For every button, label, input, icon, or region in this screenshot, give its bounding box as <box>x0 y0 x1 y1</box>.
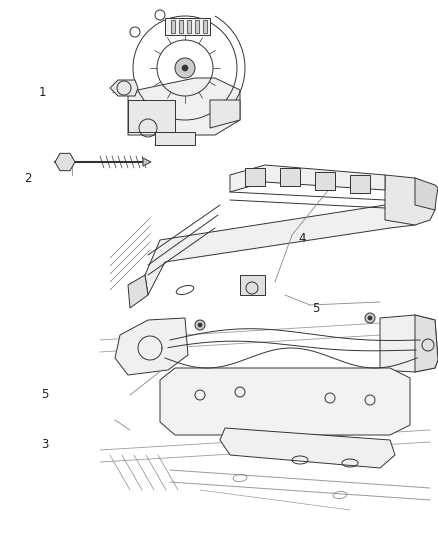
Polygon shape <box>128 78 240 135</box>
Polygon shape <box>220 428 395 468</box>
Circle shape <box>175 58 195 78</box>
Polygon shape <box>128 275 148 308</box>
Polygon shape <box>187 20 191 33</box>
Polygon shape <box>280 168 300 186</box>
Polygon shape <box>315 172 335 190</box>
Text: 3: 3 <box>41 439 49 451</box>
Polygon shape <box>143 158 151 166</box>
Polygon shape <box>350 175 370 193</box>
Polygon shape <box>165 18 210 35</box>
Polygon shape <box>245 168 265 186</box>
Polygon shape <box>415 178 438 210</box>
Polygon shape <box>115 318 188 375</box>
Circle shape <box>365 313 375 323</box>
Polygon shape <box>240 275 265 295</box>
Polygon shape <box>195 20 199 33</box>
Circle shape <box>195 320 205 330</box>
Polygon shape <box>128 100 175 132</box>
Polygon shape <box>55 154 75 171</box>
Text: 4: 4 <box>298 231 305 245</box>
Circle shape <box>368 316 372 320</box>
Polygon shape <box>179 20 183 33</box>
Text: 5: 5 <box>41 389 49 401</box>
Polygon shape <box>171 20 175 33</box>
Text: 2: 2 <box>24 172 32 184</box>
Polygon shape <box>203 20 207 33</box>
Polygon shape <box>385 175 435 225</box>
Polygon shape <box>415 315 438 372</box>
Text: 1: 1 <box>38 85 46 99</box>
Circle shape <box>182 65 188 71</box>
Text: 5: 5 <box>312 302 319 314</box>
Circle shape <box>198 323 202 327</box>
Polygon shape <box>155 132 195 145</box>
Polygon shape <box>160 368 410 435</box>
Polygon shape <box>380 315 438 372</box>
Polygon shape <box>230 165 385 192</box>
Polygon shape <box>210 100 240 128</box>
Polygon shape <box>110 80 138 96</box>
Polygon shape <box>145 205 415 295</box>
